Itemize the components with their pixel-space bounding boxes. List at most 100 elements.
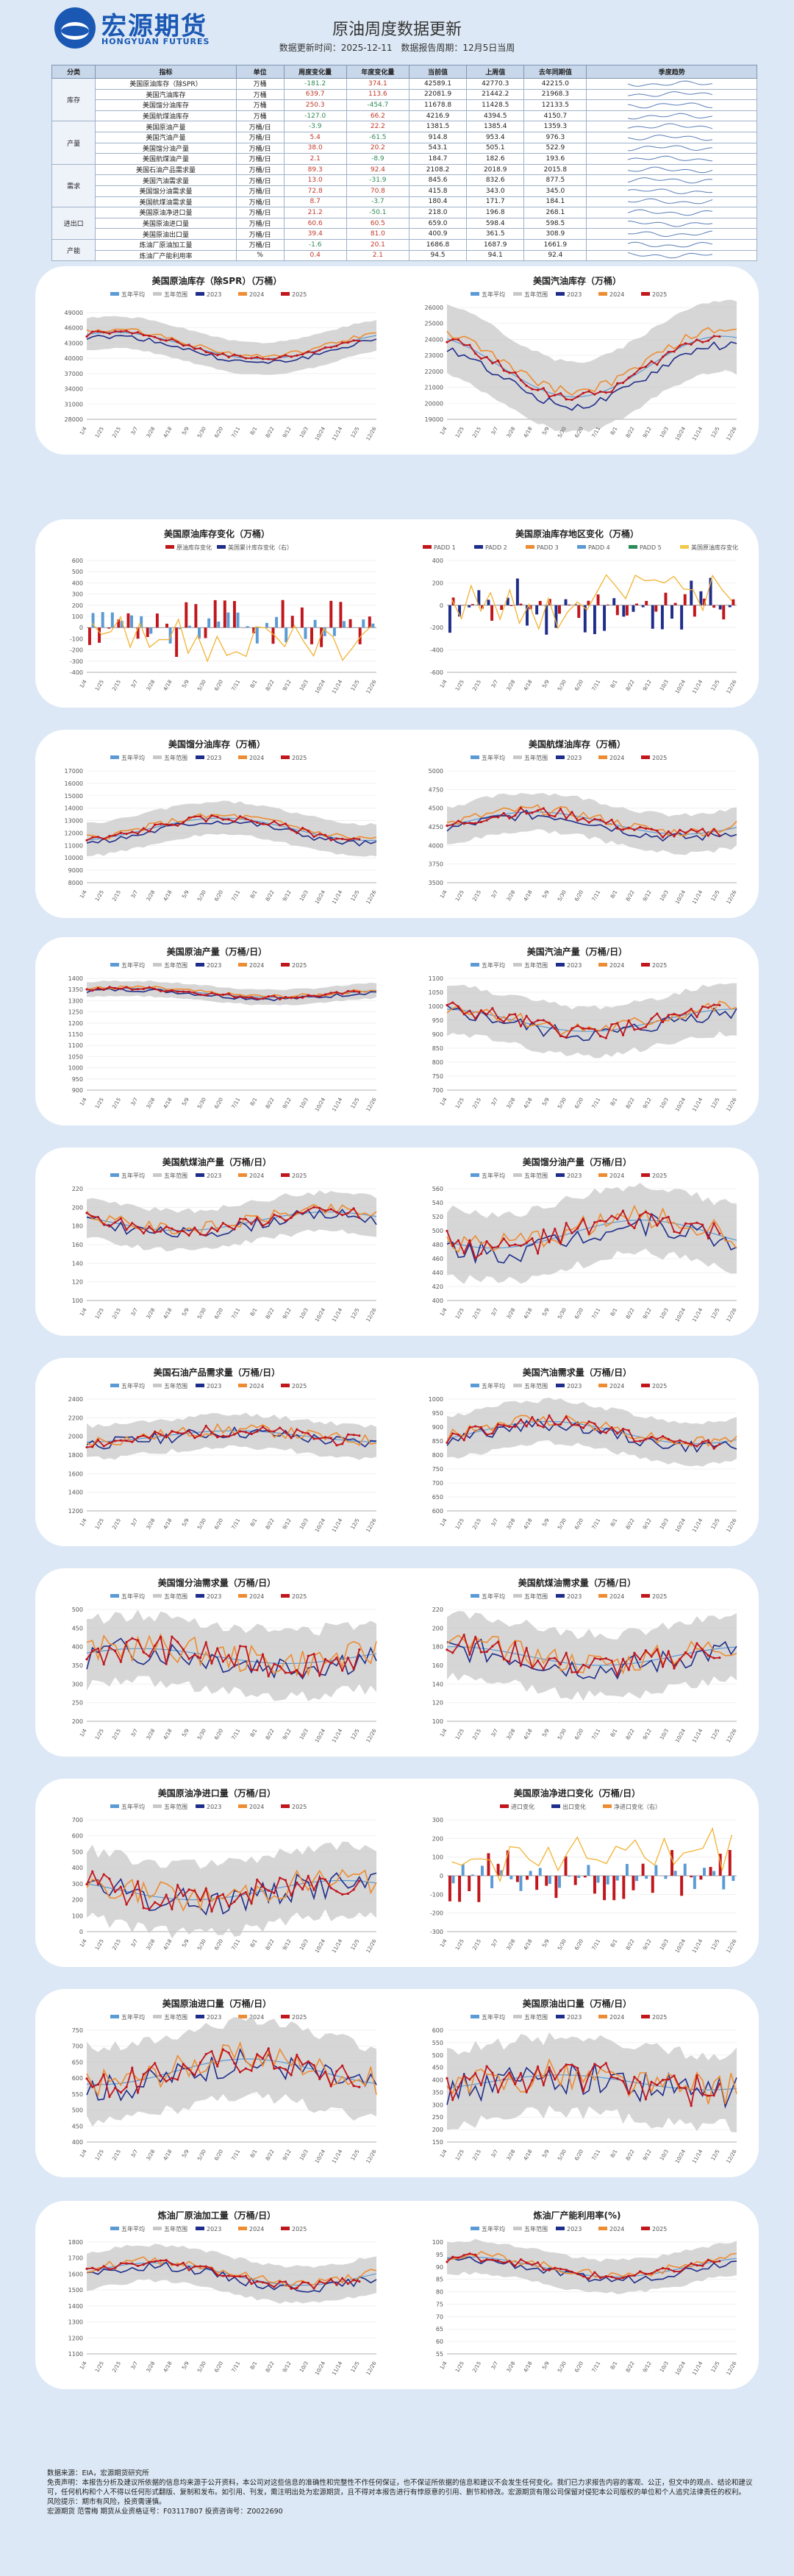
chart-title: 美国原油净进口量（万桶/日） xyxy=(158,1787,276,1798)
series-2025-point xyxy=(279,997,282,1000)
series-2025-point xyxy=(593,393,596,396)
legend-swatch xyxy=(471,1173,479,1177)
y-tick-label: 450 xyxy=(432,2065,443,2071)
series-2025-point xyxy=(96,986,100,990)
series-2025-point xyxy=(446,1003,448,1007)
x-tick-label: 3/7 xyxy=(130,426,140,436)
bar-series-2 xyxy=(615,1876,619,1881)
current-value-cell: 400.9 xyxy=(408,228,468,240)
series-2025-point xyxy=(690,1442,693,1445)
sparkline-path xyxy=(627,220,712,227)
series-2025-point xyxy=(210,992,213,995)
bar-series-1 xyxy=(290,616,294,628)
series-2025-point xyxy=(451,2098,454,2102)
y-tick-label: 400 xyxy=(72,1865,83,1871)
legend-swatch xyxy=(110,755,119,759)
y-tick-label: 75 xyxy=(436,2301,443,2308)
page-title: 原油周度数据更新 xyxy=(332,21,462,39)
series-2025-point xyxy=(198,1434,202,1437)
y-tick-label: 120 xyxy=(72,1279,83,1286)
series-2025-point xyxy=(136,2264,140,2267)
series-2023-line xyxy=(446,1212,737,1264)
series-2025-point xyxy=(261,357,265,360)
series-2025-point xyxy=(136,832,140,835)
series-2025-point xyxy=(707,1654,709,1657)
x-tick-label: 11/14 xyxy=(691,1728,704,1744)
series-2025-point xyxy=(290,1437,293,1440)
x-tick-label: 9/12 xyxy=(642,1307,653,1320)
series-2025-point xyxy=(210,814,213,817)
series-2025-point xyxy=(496,2091,500,2093)
chart-title: 美国馏分油需求量（万桶/日） xyxy=(158,1577,276,1588)
legend-label: 2023 xyxy=(567,2014,582,2021)
series-2025-point xyxy=(238,1893,242,1896)
series-2025-point xyxy=(616,1217,619,1220)
series-2025-point xyxy=(604,2062,607,2065)
series-2025-point xyxy=(171,338,174,341)
series-2025-point xyxy=(644,2098,647,2101)
series-2025-point xyxy=(633,372,636,376)
series-2025-point xyxy=(542,1019,545,1022)
series-2025-point xyxy=(462,1439,465,1442)
column-header: 当前值 xyxy=(408,65,468,79)
series-2025-point xyxy=(296,996,298,999)
bar-series-1 xyxy=(728,1849,732,1876)
chart-svg: 美国馏分油需求量（万桶/日）五年平均 五年范围 2023 2024 2025200250… xyxy=(72,1577,378,1743)
legend-label: 2023 xyxy=(207,962,221,969)
chart-svg: 美国馏分油产量（万桶/日）五年平均 五年范围 2023 2024 20254004204… xyxy=(432,1156,738,1323)
series-2025-point xyxy=(142,1907,145,1910)
series-2025-point xyxy=(571,2270,573,2274)
series-2025-point xyxy=(661,1217,665,1220)
x-tick-label: 3/7 xyxy=(490,426,500,436)
series-2025-point xyxy=(216,1896,219,1899)
disclaimer-line-1: 免责声明：本报告分析及建议所依据的信息均来源于公开资料，本公司对这些信息的准确性… xyxy=(47,2479,753,2487)
indicator-cell: 美国原油产量 xyxy=(95,121,237,132)
series-2025-point xyxy=(571,811,573,814)
y-tick-label: 350 xyxy=(432,2089,443,2096)
legend-swatch xyxy=(641,1384,650,1387)
series-2025-point xyxy=(341,1669,344,1672)
bar-series-1 xyxy=(252,627,256,633)
chart-title: 美国航煤油库存（万桶） xyxy=(529,739,626,750)
x-tick-label: 4/18 xyxy=(523,1938,534,1951)
y-tick-label: 1150 xyxy=(68,1031,83,1038)
series-2025-point xyxy=(661,2079,665,2082)
series-2025-point xyxy=(661,1665,665,1668)
legend-swatch xyxy=(196,1594,204,1598)
previous-value-cell: 171.7 xyxy=(466,196,525,208)
bar-series-1 xyxy=(564,599,568,605)
bar-series-2 xyxy=(120,621,124,628)
series-2023-line xyxy=(446,1638,737,1680)
weekly-change-cell: 39.4 xyxy=(283,228,347,240)
series-2025-point xyxy=(233,996,236,999)
series-2025-point xyxy=(114,986,117,989)
y-tick-label: 700 xyxy=(432,1087,443,1094)
bar-series-1 xyxy=(358,627,362,644)
series-2025-point xyxy=(554,2266,557,2269)
x-tick-label: 2/15 xyxy=(111,1097,122,1110)
bar-series-2 xyxy=(217,622,221,628)
x-tick-label: 2/15 xyxy=(111,2149,122,2162)
legend-swatch xyxy=(598,1594,607,1598)
series-2025-point xyxy=(267,357,270,360)
legend-label: 2023 xyxy=(567,755,582,761)
x-tick-label: 12/5 xyxy=(350,1938,361,1951)
five-year-range-band xyxy=(87,800,376,857)
trend-sparkline xyxy=(586,196,757,208)
trend-sparkline xyxy=(586,163,757,176)
x-tick-label: 12/5 xyxy=(710,1728,721,1741)
series-2025-point xyxy=(318,1674,321,1677)
chart-svg: 美国原油库存地区变化（万桶）PADD 1 PADD 2 PADD 3 PADD 4 PA… xyxy=(423,528,738,694)
series-2025-point xyxy=(307,1209,310,1211)
bar-series-2 xyxy=(587,1865,590,1876)
series-2025-point xyxy=(159,989,162,992)
series-2025-point xyxy=(451,338,454,341)
y-tick-label: 28000 xyxy=(65,416,83,423)
yearly-change-cell: 92.4 xyxy=(346,163,409,176)
bar-series-2 xyxy=(362,619,365,628)
x-tick-label: 3/7 xyxy=(490,1938,500,1949)
series-2025-point xyxy=(284,1879,287,1882)
current-value-cell: 1686.8 xyxy=(408,238,468,251)
series-2025-point xyxy=(446,1229,448,1233)
indicator-cell: 美国航煤油产量 xyxy=(95,153,237,165)
